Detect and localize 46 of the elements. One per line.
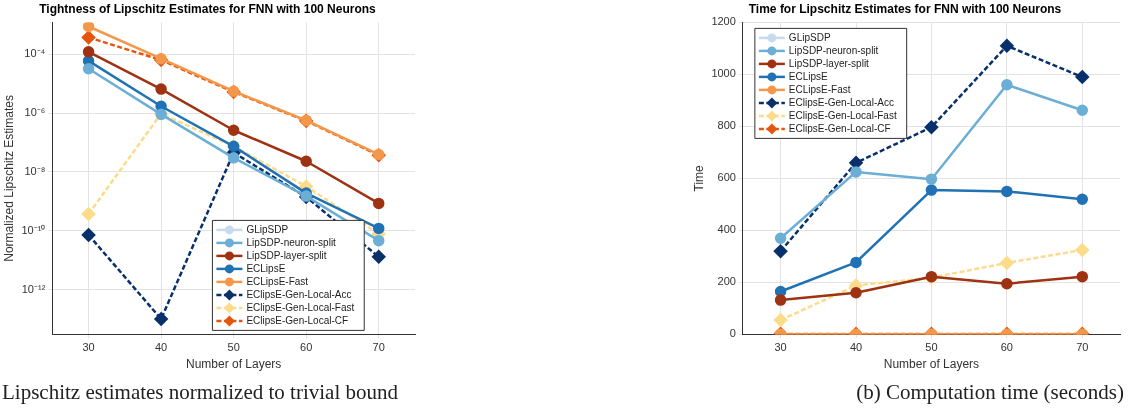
x-axis-title: Number of Layers (185, 357, 282, 372)
legend-label: GLipSDP (246, 223, 289, 235)
y-tick-label: 1000 (711, 67, 736, 80)
y-tick-label: 10⁻⁶ (24, 106, 46, 119)
y-tick-label: 10⁻¹² (21, 282, 46, 295)
chart-title: Tightness of Lipschitz Estimates for FNN with 100 Neurons (39, 1, 377, 16)
y-axis-title: Normalized Lipschitz Estimates (1, 95, 16, 262)
legend-label: EClipsE-Gen-Local-CF (788, 122, 891, 134)
legend-label: ECLipsE (246, 262, 286, 274)
x-tick-label: 50 (227, 341, 240, 354)
x-tick-label: 40 (154, 341, 168, 354)
legend-label: EClipsE-Gen-Local-Fast (788, 109, 897, 121)
legend-label: EClipsE-Gen-Local-CF (246, 314, 349, 326)
legend-label: EClipsE-Gen-Local-Acc (246, 288, 352, 300)
legend-label: LipSDP-neuron-split (246, 236, 337, 248)
legend-label: EClipsE-Gen-Local-Acc (788, 96, 894, 108)
legend-label: ECLipsE (788, 70, 829, 82)
y-tick-label: 10⁻⁸ (24, 164, 46, 177)
legend-label: LipSDP-neuron-split (788, 44, 879, 56)
x-tick-label: 60 (300, 341, 313, 354)
x-tick-label: 60 (1000, 341, 1013, 354)
legend-label: EClipsE-Gen-Local-Fast (246, 301, 355, 313)
y-tick-label: 400 (717, 223, 736, 236)
y-axis-title: Time (691, 164, 706, 192)
x-tick-label: 40 (849, 341, 863, 354)
x-tick-label: 30 (774, 341, 787, 354)
legend-label: LipSDP-layer-split (788, 57, 870, 69)
y-tick-label: 10⁻⁴ (24, 47, 46, 60)
x-tick-label: 70 (372, 341, 385, 354)
x-tick-label: 30 (82, 341, 95, 354)
x-tick-label: 70 (1076, 341, 1089, 354)
legend-label: ECLipsE-Fast (246, 275, 309, 287)
y-tick-label: 10⁻¹⁰ (21, 223, 46, 236)
legend-label: GLipSDP (788, 31, 831, 43)
y-tick-label: 1200 (711, 15, 736, 28)
y-tick-label: 800 (717, 119, 736, 132)
x-axis-title: Number of Layers (883, 357, 980, 372)
chart-title: Time for Lipschitz Estimates for FNN with 100 Neurons (748, 1, 1062, 16)
y-tick-label: 600 (717, 171, 736, 184)
text: (b) Computation time (seconds) (856, 380, 1124, 405)
legend-label: LipSDP-layer-split (246, 249, 327, 261)
x-tick-label: 50 (925, 341, 938, 354)
text: Lipschitz estimates normalized to trivial bound (2, 380, 398, 405)
legend-label: ECLipsE-Fast (788, 83, 851, 95)
y-tick-label: 0 (729, 327, 736, 340)
y-tick-label: 200 (717, 275, 736, 288)
